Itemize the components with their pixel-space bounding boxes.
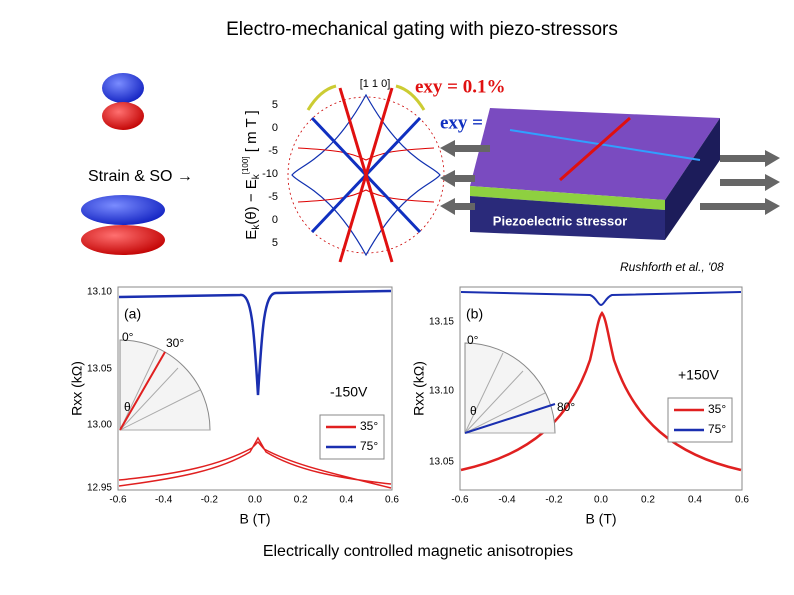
tick-label: 5 bbox=[272, 237, 278, 249]
label-part: [100] bbox=[241, 156, 250, 174]
citation: Rushforth et al., '08 bbox=[620, 260, 724, 274]
orbital bbox=[81, 195, 165, 225]
rotation-arrow bbox=[306, 84, 337, 111]
x-tick-label: -0.2 bbox=[545, 495, 563, 506]
legend-label: 35° bbox=[708, 402, 726, 416]
label-part: k bbox=[251, 173, 262, 179]
x-axis-label: B (T) bbox=[239, 511, 270, 527]
label-part: (θ) − E bbox=[243, 179, 260, 224]
y-tick-label: 13.10 bbox=[87, 287, 112, 298]
arrow bbox=[440, 140, 490, 157]
y-tick-label: 13.05 bbox=[87, 364, 112, 375]
device: Piezoelectric stressor bbox=[440, 108, 780, 240]
polar-label: 0° bbox=[467, 333, 479, 347]
rotation-arrow bbox=[395, 84, 426, 111]
x-tick-label: -0.6 bbox=[109, 495, 127, 506]
label-part: E bbox=[243, 230, 260, 240]
top-layer bbox=[470, 108, 720, 200]
tick-label: -5 bbox=[268, 191, 278, 203]
orbital bbox=[102, 102, 144, 130]
voltage: +150V bbox=[678, 367, 720, 383]
y-tick-label: 13.00 bbox=[87, 420, 112, 431]
legend-label: 75° bbox=[708, 422, 726, 436]
device-label: Piezoelectric stressor bbox=[493, 213, 627, 228]
field-direction bbox=[464, 403, 556, 434]
orbitals bbox=[81, 73, 165, 255]
tick-label: 0 bbox=[272, 214, 278, 226]
field-direction bbox=[119, 351, 166, 431]
tick-label: 0 bbox=[272, 122, 278, 134]
x-tick-label: 0.2 bbox=[641, 495, 655, 506]
tick-label: -10 bbox=[262, 168, 278, 180]
arrow bbox=[720, 150, 780, 167]
arrow bbox=[440, 198, 475, 215]
y-tick-label: 13.10 bbox=[429, 386, 454, 397]
stressor bbox=[470, 196, 665, 240]
polar-grid bbox=[119, 349, 210, 431]
x-tick-label: -0.4 bbox=[498, 495, 516, 506]
x-axis-label: B (T) bbox=[585, 511, 616, 527]
polar-label: 30° bbox=[166, 336, 184, 350]
line bbox=[509, 129, 701, 161]
curve bbox=[118, 289, 392, 396]
polar-inset bbox=[119, 339, 211, 431]
polar-label: θ bbox=[124, 400, 131, 414]
contour bbox=[291, 93, 441, 257]
direction-label: [1 1 0] bbox=[360, 78, 391, 90]
curve bbox=[118, 436, 392, 489]
arrow bbox=[720, 174, 780, 191]
axis-arrow bbox=[338, 87, 394, 263]
y-tick-label: 13.15 bbox=[429, 317, 454, 328]
tick-label: -5 bbox=[268, 145, 278, 157]
voltage: -150V bbox=[330, 384, 368, 400]
contour bbox=[297, 147, 435, 203]
axis-label: Ek(θ) − Ek[100] [ m T ] bbox=[241, 110, 262, 239]
green-layer bbox=[470, 186, 665, 210]
legend bbox=[319, 414, 385, 460]
legend-label: 35° bbox=[360, 419, 378, 433]
title: Electro-mechanical gating with piezo-str… bbox=[226, 19, 618, 40]
x-tick-label: -0.4 bbox=[155, 495, 173, 506]
x-tick-label: 0.4 bbox=[339, 495, 353, 506]
x-tick-label: 0.4 bbox=[688, 495, 702, 506]
circle bbox=[287, 96, 445, 254]
y-axis-label: Rxx (kΩ) bbox=[69, 361, 85, 416]
stress-arrows bbox=[440, 140, 780, 215]
label-part: [ m T ] bbox=[243, 110, 260, 156]
y-tick-label: 12.95 bbox=[87, 483, 112, 494]
arrow bbox=[440, 170, 475, 187]
polar-label: 80° bbox=[557, 400, 575, 414]
y-tick-label: 13.05 bbox=[429, 457, 454, 468]
x-tick-label: 0.0 bbox=[248, 495, 262, 506]
legend bbox=[667, 397, 733, 443]
tick-label: 5 bbox=[272, 99, 278, 111]
legend-label: 75° bbox=[360, 439, 378, 453]
plot-a: 13.10 13.05 13.00 12.95-0.6 -0.4 -0.2 0.0 0.2 0.… bbox=[69, 286, 399, 527]
strain-on: exy = 0.1% bbox=[415, 76, 506, 97]
orbital bbox=[102, 73, 144, 103]
polar-label: 0° bbox=[122, 330, 134, 344]
line bbox=[559, 116, 631, 182]
plot-b: 13.15 13.10 13.05 -0.6 -0.4 -0.2 0.0 0.2 0.4 0.6 R… bbox=[411, 286, 749, 527]
x-tick-label: -0.2 bbox=[201, 495, 219, 506]
label-part: k bbox=[251, 224, 262, 230]
x-tick-label: 0.6 bbox=[735, 495, 749, 506]
y-axis-label: Rxx (kΩ) bbox=[411, 361, 427, 416]
x-tick-label: 0.0 bbox=[594, 495, 608, 506]
panel-label: (b) bbox=[466, 306, 483, 322]
stressor-side bbox=[665, 118, 720, 240]
panel-label: (a) bbox=[124, 306, 141, 322]
x-tick-label: -0.6 bbox=[451, 495, 469, 506]
curve bbox=[460, 291, 742, 307]
orbital bbox=[81, 225, 165, 255]
polar-label: θ bbox=[470, 404, 477, 418]
arrow bbox=[700, 198, 780, 215]
x-tick-label: 0.2 bbox=[294, 495, 308, 506]
x-tick-label: 0.6 bbox=[385, 495, 399, 506]
strain-label: Strain & SO → bbox=[88, 168, 193, 185]
polar-grid bbox=[464, 352, 555, 434]
caption: Electrically controlled magnetic anisotr… bbox=[263, 543, 573, 560]
